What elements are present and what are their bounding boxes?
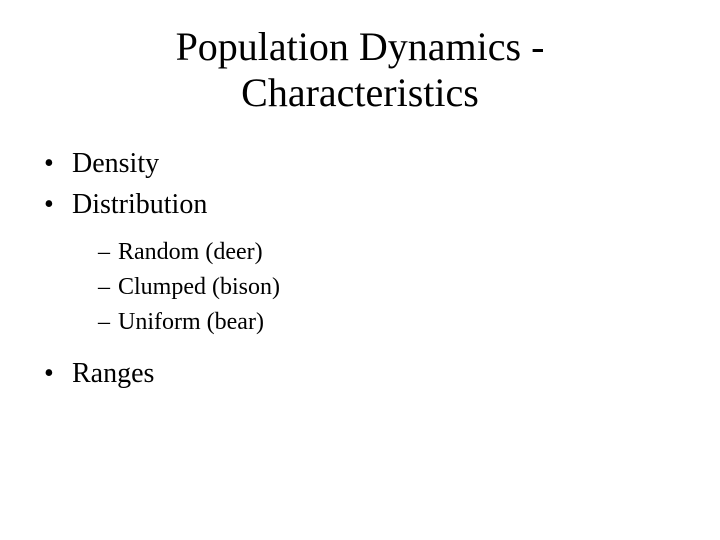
list-item: Density [44, 144, 720, 185]
bullet-list-level1: Density Distribution Random (deer) Clump… [44, 144, 720, 394]
list-item: Ranges [44, 354, 720, 395]
bullet-text: Clumped (bison) [118, 274, 280, 300]
slide-content: Density Distribution Random (deer) Clump… [0, 144, 720, 394]
bullet-text: Distribution [72, 189, 207, 220]
bullet-list-level2: Random (deer) Clumped (bison) Uniform (b… [98, 235, 720, 339]
list-item: Clumped (bison) [98, 270, 720, 305]
bullet-text: Random (deer) [118, 239, 263, 265]
bullet-text: Ranges [72, 358, 154, 389]
bullet-text: Density [72, 148, 159, 179]
list-item: Distribution Random (deer) Clumped (biso… [44, 185, 720, 340]
list-item: Uniform (bear) [98, 305, 720, 340]
title-line-1: Population Dynamics - [176, 24, 545, 69]
slide-title: Population Dynamics - Characteristics [60, 24, 660, 116]
bullet-text: Uniform (bear) [118, 309, 264, 335]
title-line-2: Characteristics [241, 70, 479, 115]
slide: Population Dynamics - Characteristics De… [0, 0, 720, 540]
list-item: Random (deer) [98, 235, 720, 270]
